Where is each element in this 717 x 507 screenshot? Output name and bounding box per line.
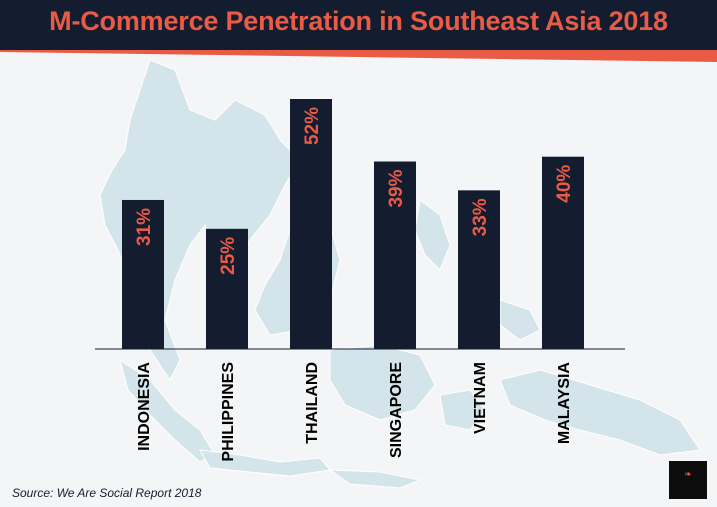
value-label: 39% <box>386 169 407 207</box>
bar-malaysia <box>542 156 584 349</box>
brand-logo: ❧ <box>669 461 707 499</box>
bar-philippines <box>206 228 248 349</box>
category-label: PHILIPPINES <box>220 362 237 462</box>
value-label: 40% <box>554 165 575 203</box>
value-label: 33% <box>470 198 491 236</box>
value-label: 52% <box>302 107 323 145</box>
category-label: MALAYSIA <box>556 362 573 445</box>
category-label: INDONESIA <box>136 362 153 451</box>
category-label: THAILAND <box>304 362 321 444</box>
accent-stripe <box>0 50 717 62</box>
category-label: SINGAPORE <box>388 362 405 458</box>
category-label: VIETNAM <box>472 362 489 434</box>
bar-thailand <box>290 99 332 349</box>
source-note: Source: We Are Social Report 2018 <box>12 486 202 500</box>
bar-indonesia <box>122 199 164 349</box>
value-label: 31% <box>134 208 155 246</box>
value-label: 25% <box>218 237 239 275</box>
chart-title: M-Commerce Penetration in Southeast Asia… <box>49 6 668 36</box>
title-banner <box>0 0 717 50</box>
bar-vietnam <box>458 190 500 349</box>
bar-singapore <box>374 161 416 349</box>
bird-icon: ❧ <box>684 469 692 479</box>
